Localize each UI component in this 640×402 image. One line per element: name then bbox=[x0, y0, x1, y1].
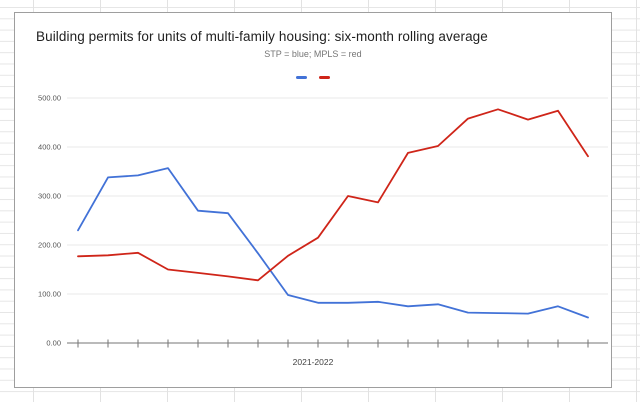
y-axis-tick-label: 400.00 bbox=[38, 143, 61, 152]
x-axis-title: 2021-2022 bbox=[292, 357, 334, 367]
y-axis-tick-label: 200.00 bbox=[38, 241, 61, 250]
y-axis-tick-label: 100.00 bbox=[38, 290, 61, 299]
y-axis-tick-label: 300.00 bbox=[38, 192, 61, 201]
embedded-chart-object[interactable]: 500.00 400.00 300.00 200.00 100.00 0.00 Build… bbox=[14, 12, 612, 388]
chart-subtitle: STP = blue; MPLS = red bbox=[264, 49, 362, 59]
y-axis-tick-label: 500.00 bbox=[38, 94, 61, 103]
chart-title: Building permits for units of multi-fami… bbox=[36, 29, 488, 44]
chart-legend bbox=[15, 73, 611, 81]
legend-swatch-mpls bbox=[319, 75, 330, 79]
line-chart-plot-area: 500.00 400.00 300.00 200.00 100.00 0.00 bbox=[38, 94, 608, 348]
y-axis-tick-label: 0.00 bbox=[46, 339, 61, 348]
stp-series-line bbox=[77, 167, 589, 319]
mpls-series-line bbox=[77, 108, 589, 282]
legend-swatch-stp bbox=[296, 75, 307, 79]
